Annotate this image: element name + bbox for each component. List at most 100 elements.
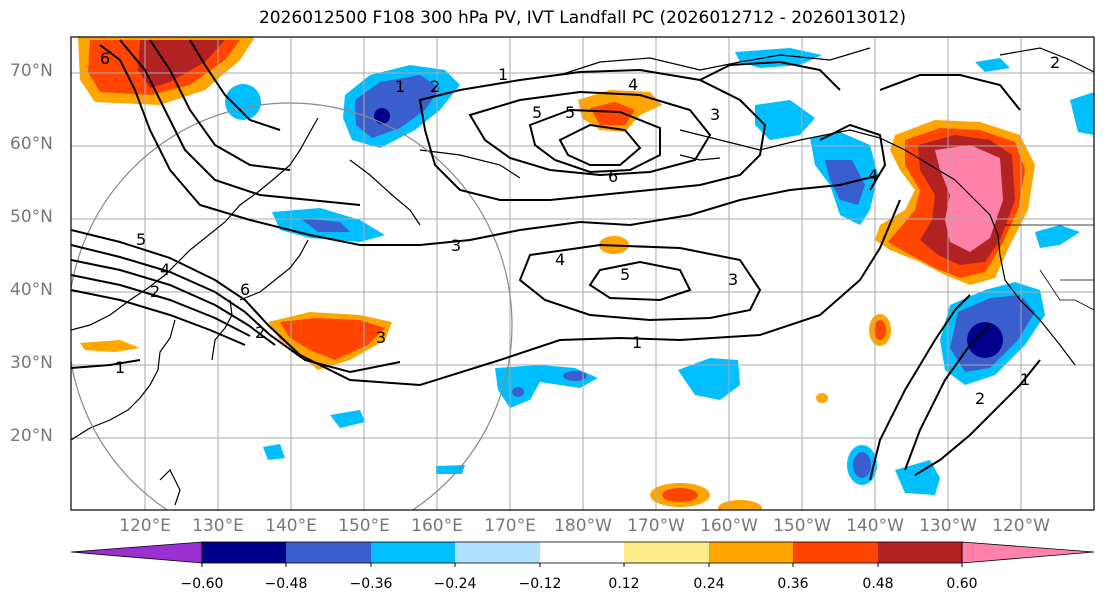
colorbar-swatch: [371, 542, 455, 563]
colorbar-swatch: [878, 542, 962, 563]
lon-label: 150°E: [338, 516, 390, 536]
pv-negative-region: [853, 452, 871, 478]
map-content: 1 2 4 5 6 3 2 3 4 5 6 1 2 6 3 4 5 3 1 4 …: [71, 37, 1094, 510]
contour-label: 2: [150, 282, 160, 301]
coastlines: [71, 47, 1094, 506]
pv-negative-region: [975, 58, 1010, 72]
contour-label: 3: [728, 270, 738, 289]
contour-label: 1: [1020, 370, 1030, 389]
pv-negative-region: [563, 371, 587, 381]
lon-label: 180°W: [554, 516, 612, 536]
landfall-circle: [71, 102, 513, 510]
pv-negative-region: [1070, 92, 1094, 135]
colorbar-extend-min: [70, 541, 203, 564]
contour-label: 4: [868, 166, 878, 185]
contour-label: 4: [555, 250, 565, 269]
pv-positive-region: [80, 340, 140, 352]
colorbar-label: −0.36: [349, 576, 393, 592]
lon-label: 160°E: [411, 516, 463, 536]
contour-label: 1: [395, 77, 405, 96]
contour-label: 6: [608, 167, 618, 186]
colorbar-swatch: [286, 542, 371, 563]
lon-label: 130°W: [919, 516, 977, 536]
colorbar-label: −0.24: [433, 576, 477, 592]
lon-label: 140°E: [265, 516, 317, 536]
contour-label: 5: [620, 265, 630, 284]
figure-title: 2026012500 F108 300 hPa PV, IVT Landfall…: [258, 8, 906, 28]
contour-label: 1: [632, 333, 642, 352]
lat-label: 30°N: [10, 353, 53, 373]
colorbar-label: −0.48: [264, 576, 308, 592]
contour-label: 5: [532, 103, 542, 122]
graticule: [71, 37, 1094, 510]
colorbar-ticks: [201, 563, 963, 567]
pv-negative-region: [374, 108, 390, 124]
contour-labels: 1 2 4 5 6 3 2 3 4 5 6 1 2 6 3 4 5 3 1 4 …: [100, 49, 1060, 408]
lat-label: 60°N: [10, 134, 53, 154]
colorbar-label: 0.60: [946, 576, 978, 592]
colorbar-swatch: [455, 542, 540, 563]
contour-label: 4: [160, 260, 170, 279]
pv-negative-region: [263, 444, 285, 460]
lat-label: 40°N: [10, 280, 53, 300]
colorbar-swatch: [624, 542, 709, 563]
colorbar-extend-max: [961, 541, 1095, 564]
pv-positive-region: [280, 318, 385, 360]
contour-label: 4: [628, 75, 638, 94]
contour-label: 2: [430, 77, 440, 96]
pv-positive-region: [662, 488, 698, 502]
lon-label: 130°E: [192, 516, 244, 536]
contour-label: 2: [975, 389, 985, 408]
colorbar-label: 0.48: [862, 576, 894, 592]
contour-label: 3: [710, 105, 720, 124]
pv-positive-region: [718, 500, 762, 510]
contour-label: 3: [376, 328, 386, 347]
contour-label: 6: [240, 280, 250, 299]
pv-negative-region: [330, 410, 365, 428]
colorbar: [70, 541, 1095, 567]
colorbar-label: −0.60: [180, 576, 224, 592]
contour-label: 1: [115, 358, 125, 377]
colorbar-outline: [201, 541, 963, 564]
lon-label: 170°W: [627, 516, 685, 536]
lat-label: 20°N: [10, 426, 53, 446]
contour-label: 1: [498, 65, 508, 84]
pv-negative-region: [436, 465, 465, 474]
lon-label: 140°W: [846, 516, 904, 536]
pv-shading: [78, 37, 1094, 510]
pv-negative-region: [512, 387, 524, 397]
pv-negative-region: [678, 358, 740, 400]
pv-positive-region: [138, 40, 225, 88]
lon-label: 170°E: [484, 516, 536, 536]
colorbar-swatch: [202, 542, 286, 563]
pv-negative-region: [355, 75, 440, 138]
contour-label: 5: [565, 103, 575, 122]
pv-negative-region: [967, 322, 1003, 358]
borders: [1005, 224, 1094, 311]
contour-label: 6: [100, 49, 110, 68]
pv-negative-region: [300, 218, 350, 232]
map-frame: [70, 36, 1095, 511]
colorbar-swatch: [793, 542, 878, 563]
pv-negative-region: [225, 84, 261, 120]
pv-positive-region: [816, 393, 828, 403]
lon-label: 160°W: [700, 516, 758, 536]
colorbar-swatch: [709, 542, 793, 563]
lat-label: 70°N: [10, 61, 53, 81]
contour-label: 3: [451, 236, 461, 255]
pv-negative-region: [755, 100, 815, 140]
colorbar-label: 0.36: [777, 576, 809, 592]
pv-positive-region: [935, 145, 1003, 252]
lon-label: 150°W: [773, 516, 831, 536]
contour-label: 2: [255, 323, 265, 342]
ivt-contours: [71, 39, 1041, 481]
pv-positive-region: [874, 320, 886, 340]
contour-label: 2: [1050, 53, 1060, 72]
pv-positive-region: [590, 102, 635, 125]
lon-label: 120°W: [992, 516, 1050, 536]
colorbar-swatch: [540, 542, 624, 563]
lat-label: 50°N: [10, 207, 53, 227]
lon-label: 120°E: [119, 516, 171, 536]
colorbar-label: −0.12: [518, 576, 562, 592]
